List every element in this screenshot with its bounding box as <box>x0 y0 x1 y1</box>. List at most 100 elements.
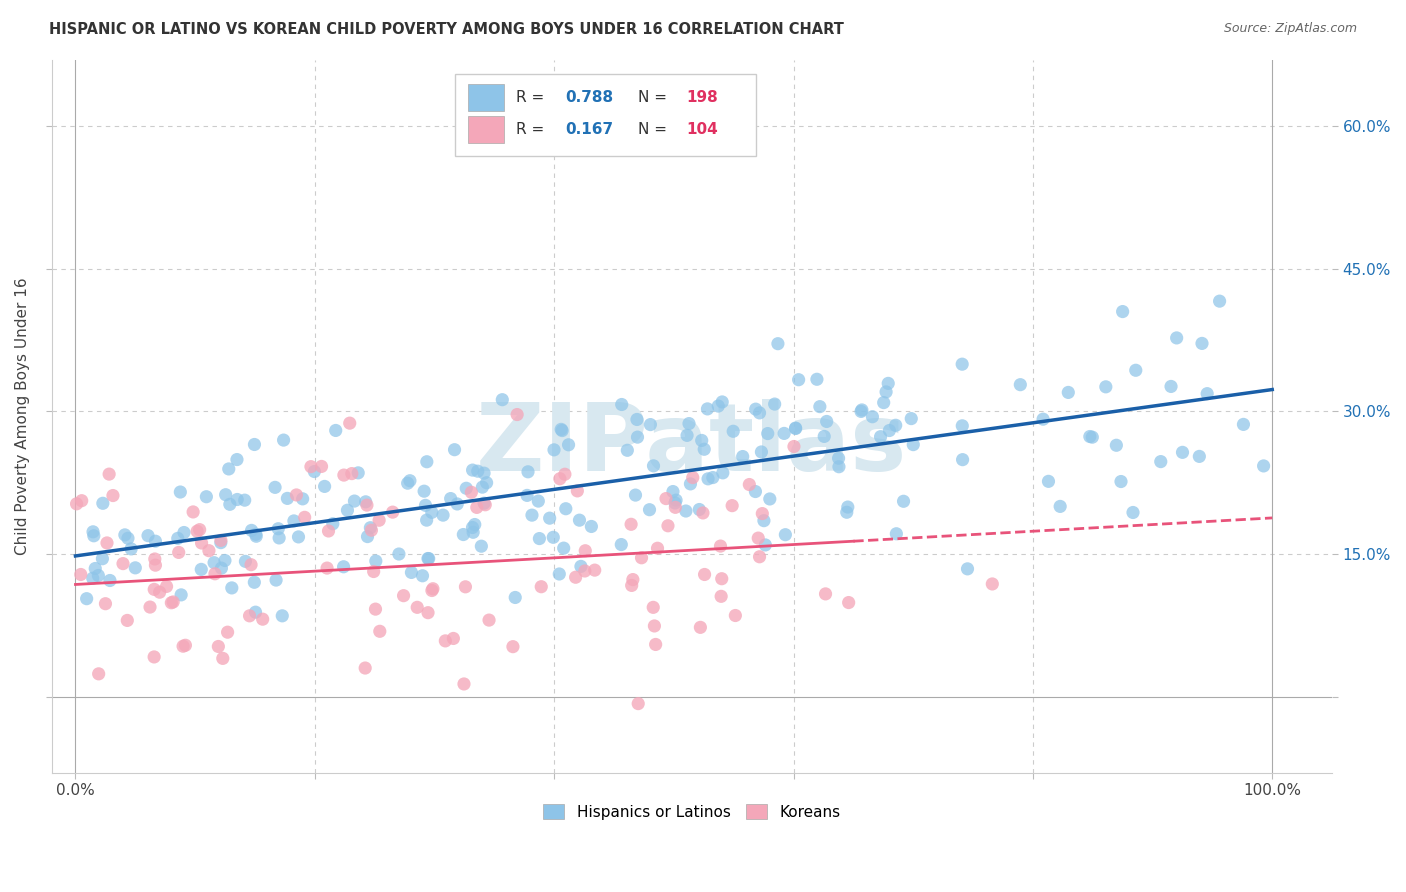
Point <box>84 561 107 575</box>
Point <box>264 480 287 494</box>
Point <box>491 392 513 407</box>
Point <box>707 399 730 413</box>
Point <box>381 505 404 519</box>
Point <box>806 372 828 386</box>
Point <box>643 458 665 473</box>
Point <box>101 489 124 503</box>
Point <box>181 505 204 519</box>
Point <box>209 533 232 548</box>
Point <box>676 428 699 442</box>
Point <box>333 468 356 483</box>
Point <box>291 491 314 506</box>
Point <box>875 384 897 399</box>
Point <box>1191 336 1213 351</box>
Point <box>692 506 714 520</box>
Point <box>422 582 444 596</box>
Point <box>808 400 831 414</box>
Point <box>136 529 159 543</box>
Point <box>273 433 295 447</box>
Point <box>354 495 377 509</box>
Point <box>347 466 370 480</box>
Point <box>456 481 478 495</box>
Point <box>143 582 166 597</box>
Point <box>626 430 648 444</box>
Point <box>675 504 697 518</box>
Point <box>1111 304 1133 318</box>
Point <box>548 472 571 486</box>
Point <box>478 613 501 627</box>
Point <box>1010 377 1032 392</box>
Point <box>166 532 188 546</box>
Point <box>690 434 713 448</box>
Point <box>738 477 761 491</box>
Point <box>188 523 211 537</box>
Point <box>554 501 576 516</box>
Point <box>186 524 208 539</box>
Point <box>238 608 260 623</box>
Point <box>529 532 551 546</box>
Point <box>226 492 249 507</box>
Point <box>643 600 665 615</box>
Point <box>702 470 724 484</box>
Point <box>267 522 290 536</box>
Point <box>332 559 354 574</box>
Point <box>413 484 436 499</box>
Point <box>87 568 110 582</box>
Point <box>470 539 492 553</box>
Point <box>724 608 747 623</box>
Point <box>245 529 267 543</box>
Point <box>696 401 718 416</box>
Text: R =: R = <box>516 90 550 105</box>
Point <box>311 459 333 474</box>
Point <box>711 466 734 480</box>
Point <box>950 357 973 371</box>
Text: 104: 104 <box>686 122 718 137</box>
Point <box>1078 429 1101 443</box>
Point <box>1038 475 1060 489</box>
Point <box>1109 475 1132 489</box>
Point <box>1171 445 1194 459</box>
Point <box>655 491 678 506</box>
Point <box>446 497 468 511</box>
Point <box>434 633 457 648</box>
Point <box>120 541 142 556</box>
Point <box>721 499 744 513</box>
Point <box>98 467 121 482</box>
Point <box>744 402 766 417</box>
Point <box>218 497 240 511</box>
Point <box>530 580 553 594</box>
Point <box>294 510 316 524</box>
Point <box>368 513 391 527</box>
Point <box>543 442 565 457</box>
Point <box>356 498 378 512</box>
Point <box>368 624 391 639</box>
Point <box>145 558 167 573</box>
Point <box>76 591 98 606</box>
Point <box>215 488 238 502</box>
Point <box>472 466 495 480</box>
Point <box>827 451 849 466</box>
Point <box>240 558 263 572</box>
Point <box>838 596 860 610</box>
Point <box>453 677 475 691</box>
Text: N =: N = <box>638 122 672 137</box>
Point <box>416 455 439 469</box>
Point <box>543 530 565 544</box>
Point <box>950 418 973 433</box>
Point <box>170 588 193 602</box>
Point <box>657 518 679 533</box>
Point <box>893 494 915 508</box>
Point <box>463 525 485 540</box>
Point <box>318 524 340 538</box>
Point <box>621 573 644 587</box>
Point <box>69 567 91 582</box>
Point <box>388 547 411 561</box>
Point <box>903 437 925 451</box>
Point <box>65 497 87 511</box>
Point <box>506 408 529 422</box>
Point <box>581 519 603 533</box>
Point <box>304 465 326 479</box>
Point <box>564 570 586 584</box>
Point <box>94 597 117 611</box>
Point <box>162 595 184 609</box>
